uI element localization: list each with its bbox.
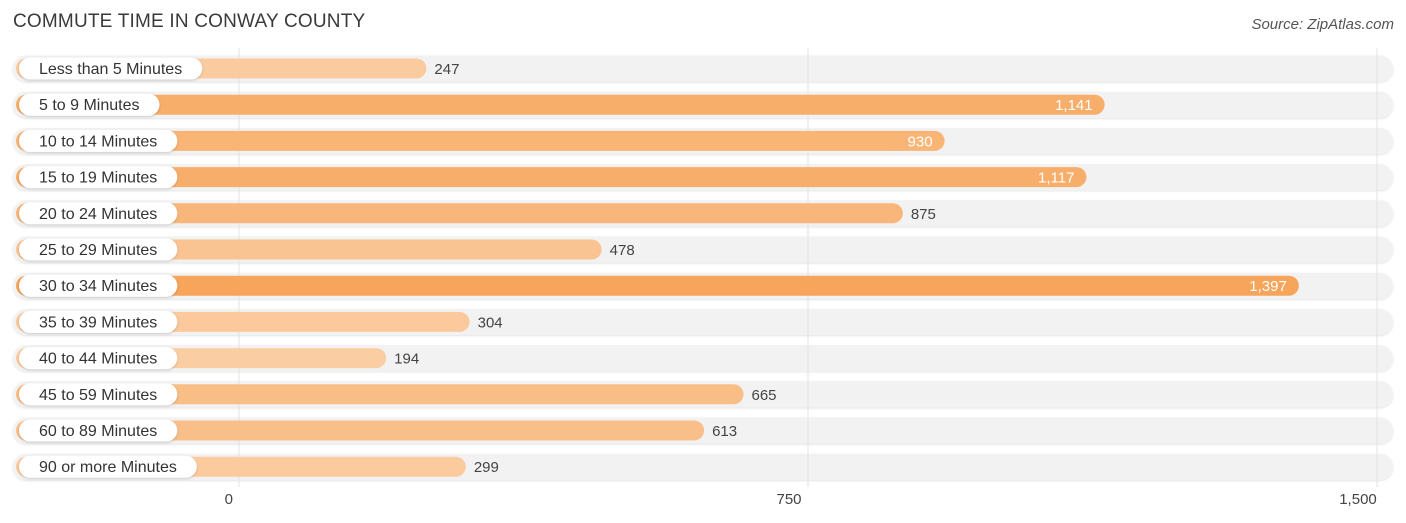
category-label: 25 to 29 Minutes <box>39 242 157 259</box>
bar <box>16 94 1105 115</box>
value-label: 1,117 <box>1038 170 1074 187</box>
category-pill <box>19 129 178 152</box>
category-pill <box>19 455 197 478</box>
category-pill <box>19 202 178 225</box>
bar-row: 35 to 39 Minutes 304 <box>16 310 503 333</box>
category-label: Less than 5 Minutes <box>39 61 182 78</box>
category-pill <box>19 347 178 370</box>
value-label: 930 <box>908 133 933 150</box>
category-pill <box>19 310 178 333</box>
bar-row: 45 to 59 Minutes 665 <box>16 383 777 406</box>
category-pill <box>19 166 178 189</box>
bar-row: 10 to 14 Minutes 930 <box>16 129 945 152</box>
chart-title: COMMUTE TIME IN CONWAY COUNTY <box>13 11 366 32</box>
category-pill <box>19 57 203 80</box>
category-label: 60 to 89 Minutes <box>39 423 157 440</box>
bar-row: 30 to 34 Minutes 1,397 <box>16 274 1299 297</box>
category-label: 20 to 24 Minutes <box>39 206 157 223</box>
bar-row: 25 to 29 Minutes 478 <box>16 238 635 261</box>
category-pill <box>19 419 178 442</box>
x-tick-label: 0 <box>225 491 233 508</box>
bar <box>16 203 903 224</box>
row-tracks <box>13 55 1393 480</box>
category-label: 90 or more Minutes <box>39 459 177 476</box>
value-label: 304 <box>478 314 503 331</box>
value-label: 194 <box>394 351 419 368</box>
bar-row: 5 to 9 Minutes 1,141 <box>16 93 1105 116</box>
value-label: 613 <box>712 423 737 440</box>
bar <box>16 420 705 441</box>
category-pill <box>19 93 160 116</box>
category-label: 10 to 14 Minutes <box>39 133 157 150</box>
category-pill <box>19 383 178 406</box>
bar-row: 90 or more Minutes 299 <box>16 455 499 478</box>
bar-row: 15 to 19 Minutes 1,117 <box>16 166 1087 189</box>
bar <box>16 275 1299 296</box>
category-pill <box>19 238 178 261</box>
value-label: 1,397 <box>1249 278 1287 295</box>
bars: Less than 5 Minutes 247 5 to 9 Minutes 1,14… <box>16 57 1299 478</box>
x-tick-label: 750 <box>776 491 801 508</box>
chart-source: Source: ZipAtlas.com <box>1251 16 1394 33</box>
value-label: 299 <box>474 459 499 476</box>
category-label: 30 to 34 Minutes <box>39 278 157 295</box>
bar-row: 60 to 89 Minutes 613 <box>16 419 737 442</box>
value-label: 875 <box>911 206 936 223</box>
category-pill <box>19 274 178 297</box>
bar <box>16 167 1087 188</box>
value-label: 665 <box>752 387 777 404</box>
bar <box>16 384 744 405</box>
bar-row: 40 to 44 Minutes 194 <box>16 347 419 370</box>
bar-row: 20 to 24 Minutes 875 <box>16 202 936 225</box>
value-label: 1,141 <box>1055 97 1093 114</box>
x-tick-label: 1,500 <box>1339 491 1377 508</box>
category-label: 45 to 59 Minutes <box>39 387 157 404</box>
value-label: 478 <box>610 242 635 259</box>
bar <box>16 130 945 151</box>
value-label: 247 <box>434 61 459 78</box>
gridlines <box>238 48 1378 487</box>
bar-row: Less than 5 Minutes 247 <box>16 57 459 80</box>
category-label: 5 to 9 Minutes <box>39 97 140 114</box>
category-label: 15 to 19 Minutes <box>39 170 157 187</box>
category-label: 35 to 39 Minutes <box>39 314 157 331</box>
category-label: 40 to 44 Minutes <box>39 351 157 368</box>
x-axis-ticks: 0 750 1,500 <box>225 491 1377 508</box>
